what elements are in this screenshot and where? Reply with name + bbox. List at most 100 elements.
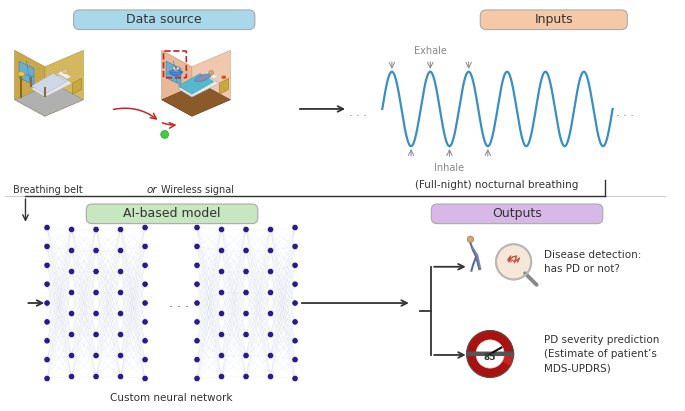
FancyBboxPatch shape (86, 204, 258, 224)
Polygon shape (32, 75, 73, 97)
Circle shape (467, 236, 473, 242)
Circle shape (194, 224, 200, 231)
Circle shape (267, 310, 274, 316)
Circle shape (243, 374, 249, 380)
FancyBboxPatch shape (73, 10, 255, 30)
Circle shape (219, 289, 225, 296)
Ellipse shape (18, 72, 25, 76)
Circle shape (68, 310, 75, 316)
Circle shape (194, 337, 200, 344)
Circle shape (292, 319, 298, 325)
Circle shape (68, 352, 75, 359)
Text: AI-based model: AI-based model (123, 207, 221, 220)
FancyBboxPatch shape (432, 204, 603, 224)
Circle shape (68, 331, 75, 338)
Circle shape (219, 226, 225, 233)
Wedge shape (466, 330, 514, 378)
Circle shape (476, 340, 504, 368)
Circle shape (267, 374, 274, 380)
Circle shape (243, 226, 249, 233)
Circle shape (142, 319, 148, 325)
Circle shape (117, 226, 124, 233)
Circle shape (194, 281, 200, 287)
Circle shape (267, 352, 274, 359)
Circle shape (93, 352, 99, 359)
Circle shape (93, 268, 99, 275)
Text: . . .: . . . (616, 108, 634, 118)
Circle shape (219, 268, 225, 275)
Circle shape (44, 375, 50, 382)
FancyBboxPatch shape (480, 10, 627, 30)
Wedge shape (466, 330, 514, 378)
FancyBboxPatch shape (466, 351, 514, 356)
Circle shape (292, 356, 298, 363)
Circle shape (219, 331, 225, 338)
Circle shape (219, 352, 225, 359)
Circle shape (93, 289, 99, 296)
Text: Exhale: Exhale (414, 46, 447, 56)
Circle shape (44, 337, 50, 344)
Circle shape (243, 247, 249, 254)
Circle shape (117, 289, 124, 296)
Circle shape (117, 268, 124, 275)
Circle shape (142, 243, 148, 249)
Circle shape (142, 356, 148, 363)
FancyBboxPatch shape (173, 67, 179, 75)
Circle shape (44, 224, 50, 231)
Circle shape (44, 243, 50, 249)
Circle shape (44, 356, 50, 363)
Circle shape (194, 243, 200, 249)
Polygon shape (178, 74, 214, 94)
Polygon shape (32, 74, 67, 94)
Circle shape (267, 289, 274, 296)
Circle shape (161, 131, 169, 139)
Text: Inhale: Inhale (434, 163, 464, 173)
Circle shape (267, 268, 274, 275)
Circle shape (68, 289, 75, 296)
Circle shape (292, 262, 298, 268)
Ellipse shape (222, 76, 225, 79)
Circle shape (267, 226, 274, 233)
Circle shape (292, 375, 298, 382)
Circle shape (243, 352, 249, 359)
Circle shape (142, 281, 148, 287)
Circle shape (243, 268, 249, 275)
Circle shape (93, 374, 99, 380)
Text: Disease detection:
has PD or not?: Disease detection: has PD or not? (544, 250, 641, 274)
Circle shape (194, 375, 200, 382)
Polygon shape (205, 71, 219, 79)
Circle shape (68, 247, 75, 254)
Text: . . .: . . . (349, 108, 367, 118)
Circle shape (496, 244, 532, 279)
Text: 85: 85 (484, 353, 497, 362)
Polygon shape (14, 50, 45, 116)
Circle shape (194, 300, 200, 306)
Circle shape (292, 224, 298, 231)
Circle shape (68, 268, 75, 275)
Polygon shape (219, 79, 229, 94)
Circle shape (142, 300, 148, 306)
Circle shape (142, 337, 148, 344)
Circle shape (219, 310, 225, 316)
Circle shape (93, 331, 99, 338)
Circle shape (142, 224, 148, 231)
Circle shape (267, 247, 274, 254)
Text: . . .: . . . (169, 296, 189, 309)
Polygon shape (166, 61, 181, 85)
Circle shape (243, 310, 249, 316)
Circle shape (68, 374, 75, 380)
Circle shape (93, 310, 99, 316)
Circle shape (142, 375, 148, 382)
Polygon shape (19, 61, 34, 85)
Circle shape (117, 374, 124, 380)
Circle shape (292, 300, 298, 306)
Circle shape (142, 262, 148, 268)
Polygon shape (73, 79, 82, 94)
Wedge shape (466, 330, 514, 378)
Circle shape (68, 226, 75, 233)
Polygon shape (45, 50, 84, 116)
Circle shape (117, 331, 124, 338)
Text: or: or (147, 185, 158, 195)
Wedge shape (466, 330, 514, 378)
Text: PD severity prediction
(Estimate of patient’s
MDS-UPDRS): PD severity prediction (Estimate of pati… (544, 335, 660, 373)
